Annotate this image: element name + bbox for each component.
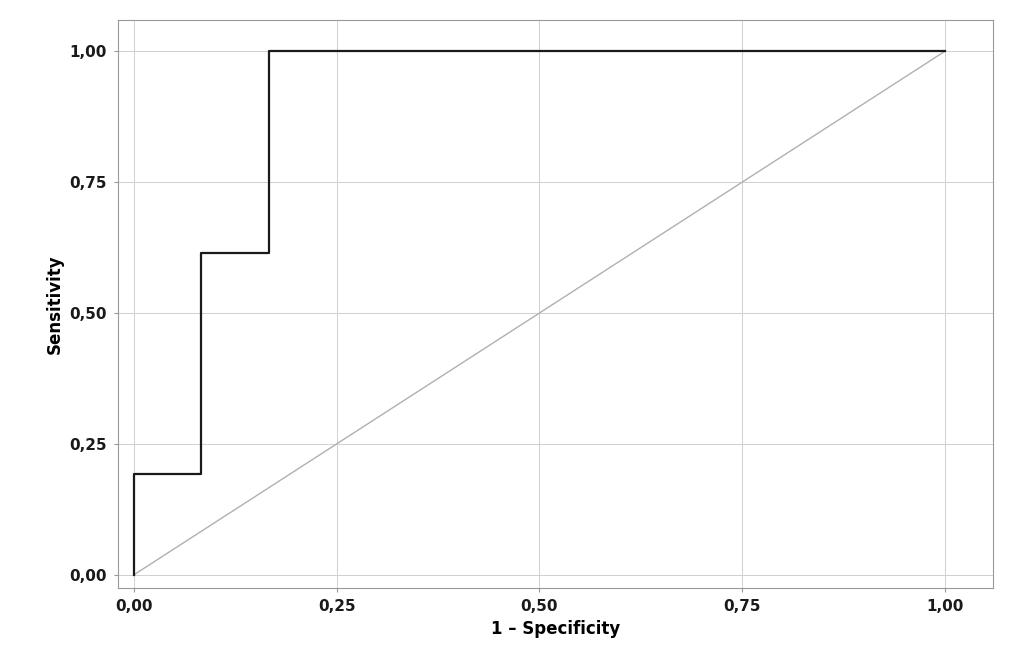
X-axis label: 1 – Specificity: 1 – Specificity bbox=[490, 619, 621, 637]
Y-axis label: Sensitivity: Sensitivity bbox=[45, 254, 63, 354]
